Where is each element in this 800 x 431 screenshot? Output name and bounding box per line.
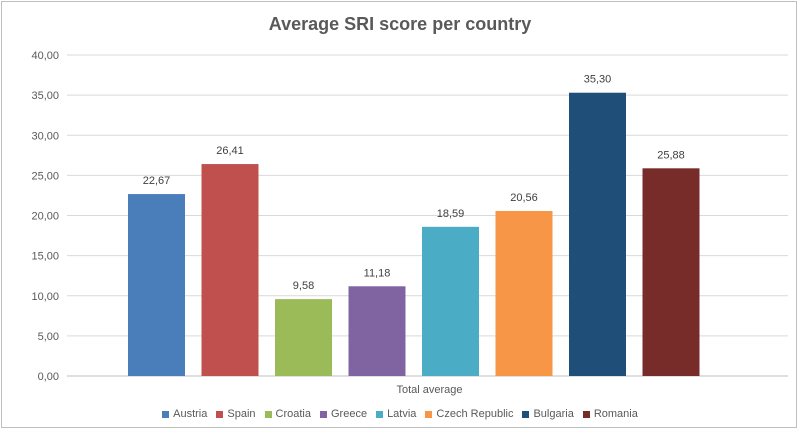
legend-label: Croatia xyxy=(275,408,311,420)
data-label: 9,58 xyxy=(293,280,314,292)
legend-swatch xyxy=(376,410,384,418)
data-label: 20,56 xyxy=(510,192,538,204)
y-tick-label: 40,00 xyxy=(31,50,59,62)
legend-swatch xyxy=(216,410,224,418)
data-label: 18,59 xyxy=(437,208,465,220)
legend-item: Greece xyxy=(319,408,368,420)
bar-greece xyxy=(348,286,406,376)
legend-label: Spain xyxy=(227,408,256,420)
legend-item: Latvia xyxy=(376,408,416,420)
chart-legend: Austria Spain Croatia Greece Latvia Czech Rep… xyxy=(0,408,800,420)
legend-swatch xyxy=(264,410,272,418)
bar-bulgaria xyxy=(569,92,626,376)
bar-austria xyxy=(128,194,185,376)
legend-swatch xyxy=(319,410,327,418)
data-label: 26,41 xyxy=(216,145,244,157)
data-label: 35,30 xyxy=(584,74,612,86)
y-tick-label: 0,00 xyxy=(38,371,59,383)
legend-swatch xyxy=(162,410,170,418)
x-category-label: Total average xyxy=(396,384,462,396)
legend-label: Austria xyxy=(173,408,208,420)
legend-swatch xyxy=(425,410,433,418)
y-tick-label: 5,00 xyxy=(38,331,59,343)
legend-item: Austria xyxy=(162,408,207,420)
bar-romania xyxy=(642,168,700,376)
y-tick-label: 10,00 xyxy=(31,291,59,303)
y-tick-label: 25,00 xyxy=(31,170,59,182)
legend-swatch xyxy=(582,410,590,418)
y-tick-label: 15,00 xyxy=(31,251,59,263)
data-label: 11,18 xyxy=(364,267,391,279)
legend-label: Latvia xyxy=(387,408,417,420)
bar-czech-republic xyxy=(495,211,553,376)
data-label: 25,88 xyxy=(657,149,685,161)
legend-label: Greece xyxy=(330,408,368,420)
legend-item: Czech Republic xyxy=(425,408,513,420)
legend-item: Bulgaria xyxy=(522,408,574,420)
bar-croatia xyxy=(275,299,332,376)
legend-item: Croatia xyxy=(264,408,311,420)
legend-item: Romania xyxy=(582,408,638,420)
y-tick-label: 35,00 xyxy=(31,90,59,102)
legend-item: Spain xyxy=(216,408,256,420)
y-tick-label: 30,00 xyxy=(31,130,59,142)
data-label: 22,67 xyxy=(143,175,171,187)
bar-spain xyxy=(201,164,259,376)
legend-label: Czech Republic xyxy=(436,408,514,420)
chart-title: Average SRI score per country xyxy=(268,14,532,34)
legend-label: Bulgaria xyxy=(533,408,574,420)
legend-label: Romania xyxy=(593,408,638,420)
legend-swatch xyxy=(522,410,530,418)
y-tick-label: 20,00 xyxy=(31,211,59,223)
bar-latvia xyxy=(422,226,479,376)
